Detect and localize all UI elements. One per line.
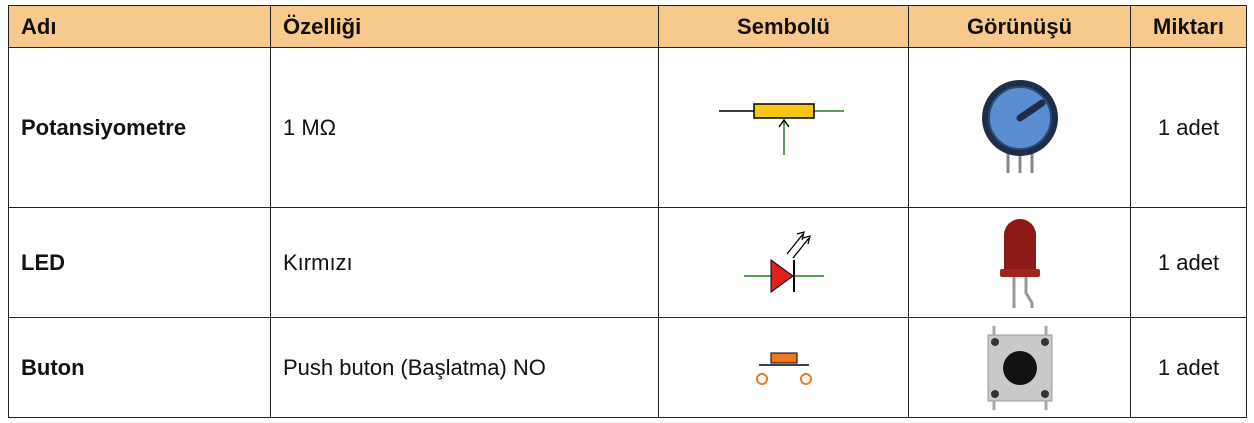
- header-cell: Görünüşü: [908, 5, 1131, 48]
- property-cell: 1 MΩ: [270, 47, 659, 208]
- name-cell: Potansiyometre: [8, 47, 271, 208]
- row: Potansiyometre 1 MΩ 1 adet: [8, 47, 1247, 208]
- header-cell: Sembolü: [658, 5, 909, 48]
- quantity-cell: 1 adet: [1130, 207, 1247, 318]
- quantity-cell: 1 adet: [1130, 317, 1247, 418]
- property-cell: Kırmızı: [270, 207, 659, 318]
- led-symbol: [743, 230, 824, 293]
- property-cell: Push buton (Başlatma) NO: [270, 317, 659, 418]
- row: LED Kırmızı 1 adet: [8, 207, 1247, 318]
- led-image: [999, 218, 1040, 308]
- symbol-cell: [658, 47, 909, 208]
- header-cell: Miktarı: [1130, 5, 1247, 48]
- appearance-cell: [908, 47, 1131, 208]
- name-cell: LED: [8, 207, 271, 318]
- button-image: [987, 325, 1052, 410]
- appearance-cell: [908, 317, 1131, 418]
- header-cell: Adı: [8, 5, 271, 48]
- symbol-cell: [658, 207, 909, 318]
- symbol-cell: [658, 317, 909, 418]
- potentiometer-image: [981, 79, 1058, 173]
- button-symbol: [755, 352, 812, 385]
- potentiometer-symbol: [718, 102, 844, 155]
- component-table: Adı Özelliği Sembolü Görünüşü Miktarı Po…: [8, 5, 1247, 418]
- appearance-cell: [908, 207, 1131, 318]
- header-row: Adı Özelliği Sembolü Görünüşü Miktarı: [8, 5, 1247, 48]
- row: Buton Push buton (Başlatma) NO 1 adet: [8, 317, 1247, 418]
- name-cell: Buton: [8, 317, 271, 418]
- quantity-cell: 1 adet: [1130, 47, 1247, 208]
- header-cell: Özelliği: [270, 5, 659, 48]
